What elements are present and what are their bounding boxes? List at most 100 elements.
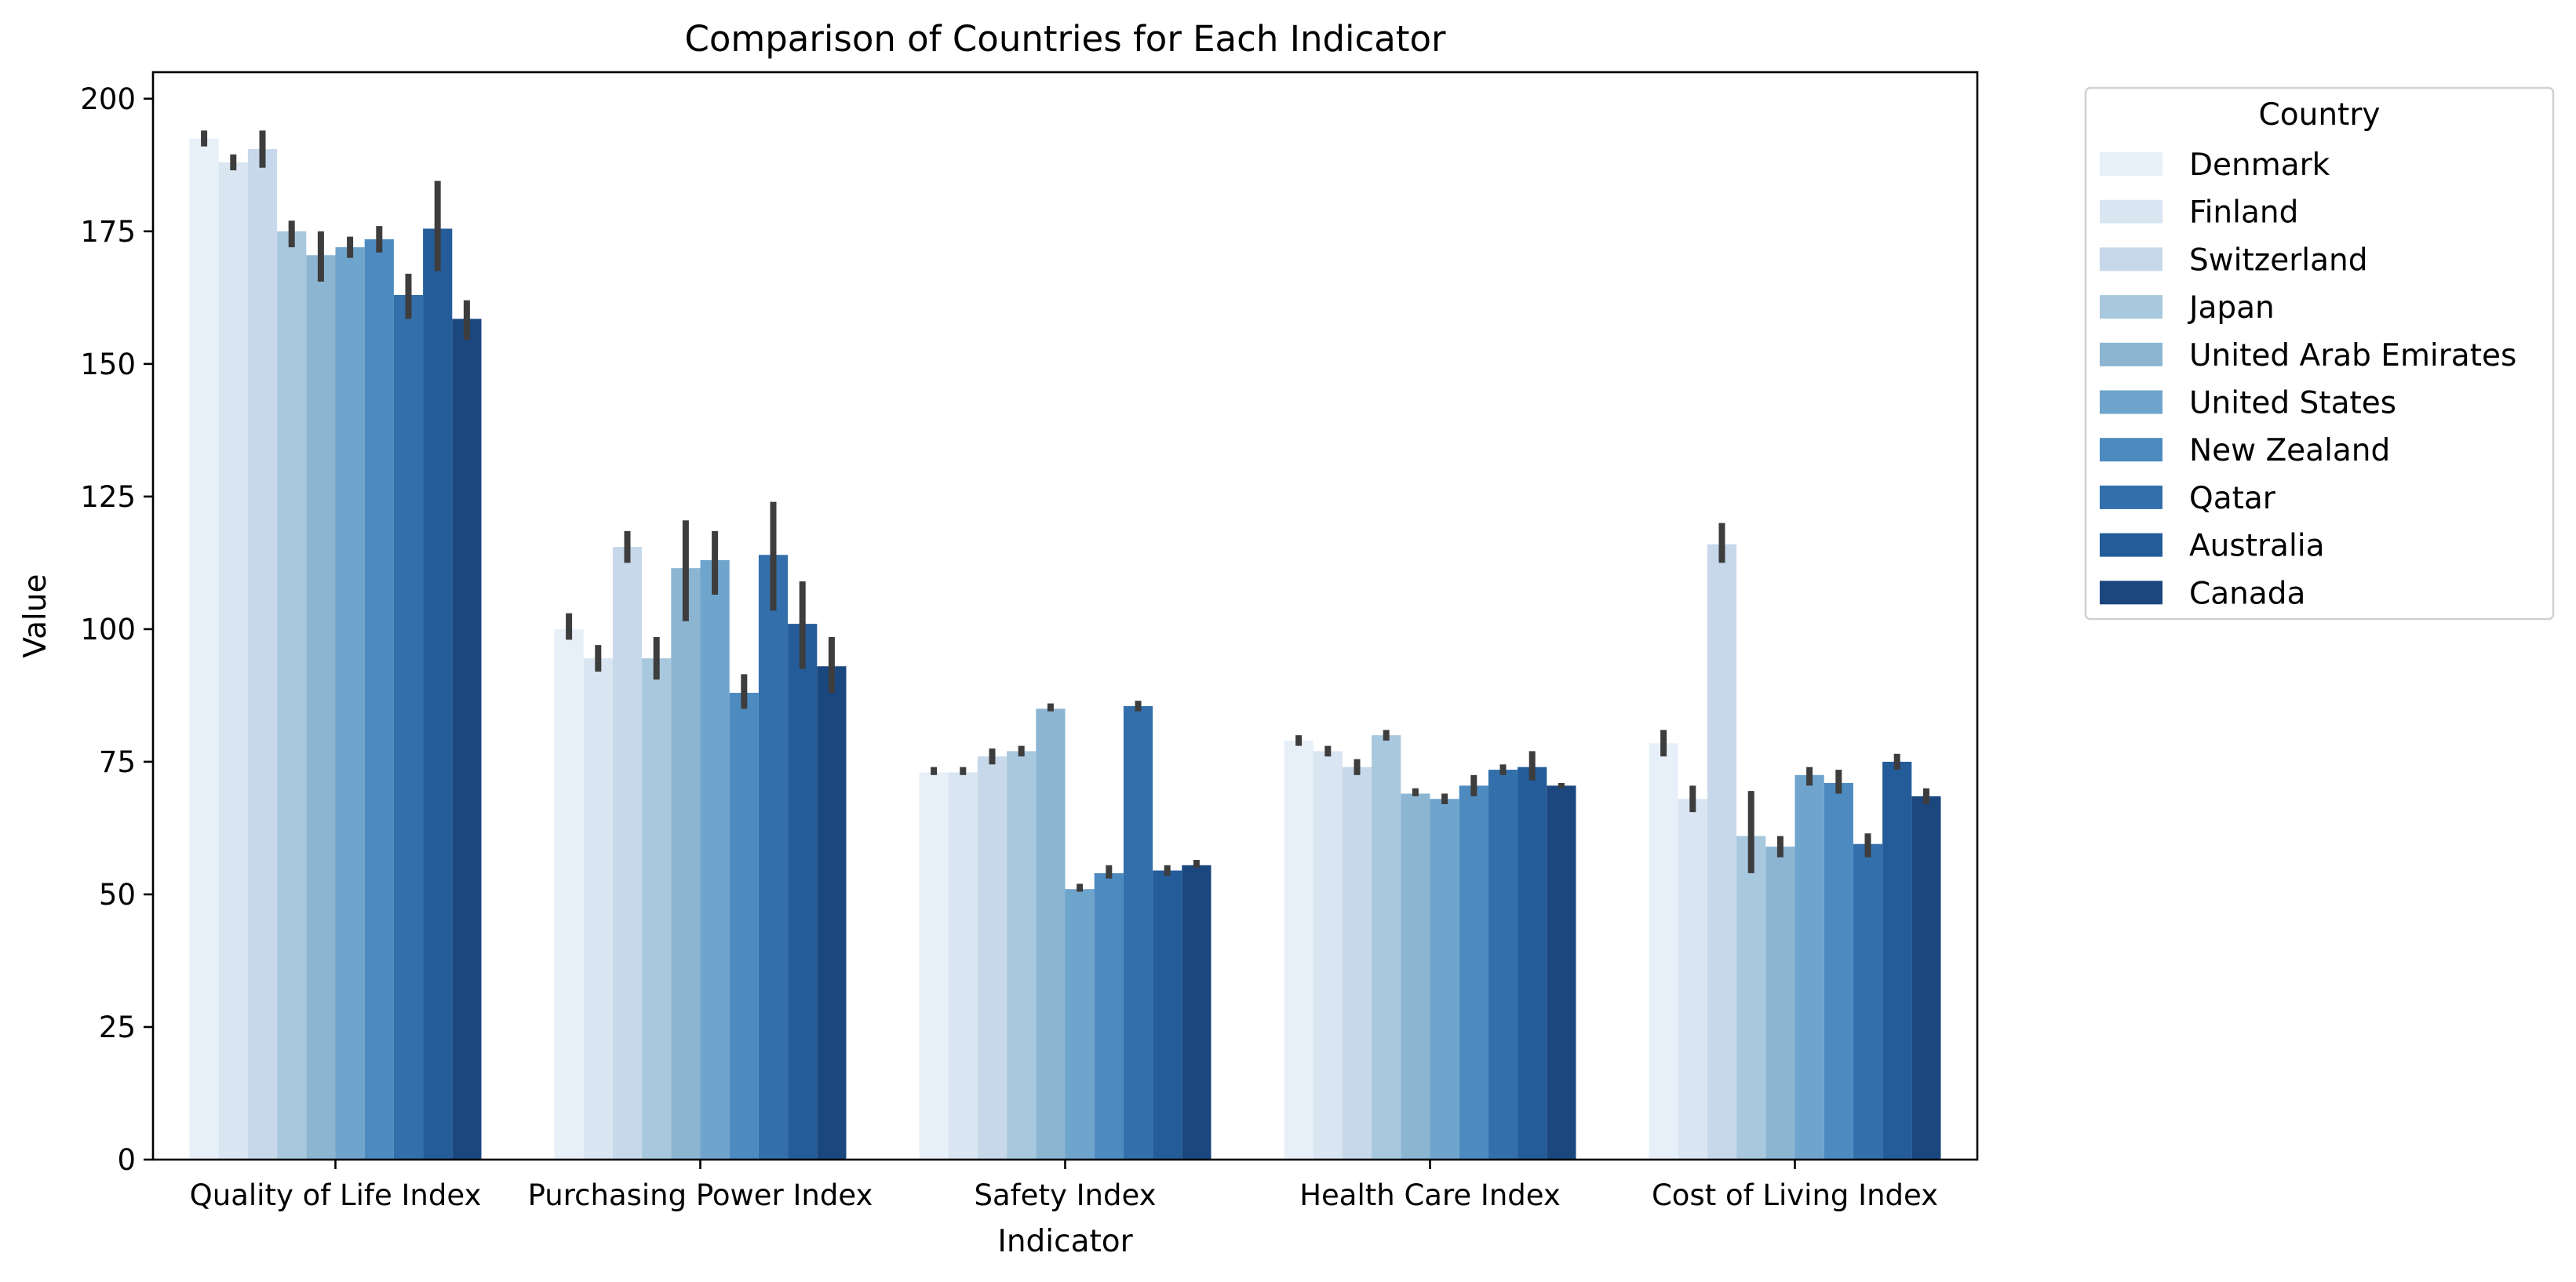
legend-label: Australia [2189,529,2325,564]
bar [1649,743,1678,1160]
legend-label: Denmark [2189,148,2330,183]
bar [977,756,1007,1160]
bar [1372,735,1401,1160]
legend-label: Japan [2187,290,2275,326]
x-tick-label: Cost of Living Index [1652,1178,1938,1212]
y-tick-label: 125 [80,480,136,514]
legend-label: New Zealand [2189,433,2390,468]
y-tick-label: 25 [99,1011,136,1044]
y-axis-label: Value [18,574,53,657]
legend-swatch [2100,342,2162,366]
bar [1313,751,1343,1160]
legend-label: Switzerland [2189,242,2368,278]
legend-swatch [2100,438,2162,462]
bar [1065,889,1095,1160]
y-tick-label: 100 [80,613,136,646]
bar [1284,740,1314,1160]
legend-item: Finland [2100,195,2298,231]
bar [306,255,336,1160]
bar [919,772,949,1160]
legend-title: Country [2259,97,2381,133]
legend-swatch [2100,199,2162,224]
x-tick-label: Quality of Life Index [190,1178,482,1212]
x-axis-label: Indicator [997,1224,1133,1259]
bar [1342,767,1372,1160]
legend-item: Canada [2100,576,2305,611]
bar [1794,774,1824,1160]
bar [671,568,701,1160]
x-axis: Quality of Life Index Purchasing Power In… [190,1160,1938,1212]
y-tick-label: 75 [99,745,136,779]
bar [1488,770,1518,1160]
bar [758,555,789,1160]
bar [1007,751,1037,1160]
legend-label: Canada [2189,576,2305,611]
bar [452,319,482,1160]
bar [1459,785,1488,1160]
bar [1678,799,1707,1160]
bar [1182,865,1211,1160]
legend-item: United States [2100,386,2396,421]
bar [817,666,847,1160]
bar [1707,544,1737,1160]
legend-swatch [2100,390,2162,414]
bar [583,658,613,1160]
legend: Country Denmark Finland Switzerland Japan Un… [2084,86,2555,621]
plot-area [189,130,1941,1160]
bar [189,138,219,1160]
y-tick-label: 50 [99,878,136,912]
legend-label: Qatar [2189,481,2276,516]
legend-swatch [2100,295,2162,319]
legend-item: Qatar [2100,481,2276,516]
bar [1736,836,1766,1160]
bar [277,231,307,1160]
bar [1518,767,1547,1160]
bar [642,658,672,1160]
legend-swatch [2100,152,2162,176]
bar [423,228,453,1160]
bar [1401,793,1430,1160]
y-axis: 0 25 50 75 100 125 150 175 200 [80,82,153,1177]
bar [1094,872,1124,1160]
bar [1765,847,1795,1160]
bar [1911,796,1941,1160]
y-tick-label: 0 [117,1143,136,1177]
legend-label: United States [2189,386,2396,421]
legend-swatch [2100,533,2162,557]
legend-item: New Zealand [2100,433,2390,468]
bar [700,560,730,1160]
legend-items: Denmark Finland Switzerland Japan United Ara… [2100,148,2516,611]
legend-item: Australia [2100,529,2325,564]
x-tick-label: Health Care Index [1299,1178,1561,1212]
bar [948,772,978,1160]
bar [1153,870,1182,1160]
bar [1824,782,1853,1160]
bar [335,247,365,1160]
bar [612,547,643,1160]
x-tick-label: Safety Index [975,1178,1157,1212]
bar [393,294,424,1160]
legend-item: Denmark [2100,148,2330,183]
bar [1547,785,1576,1160]
legend-item: Switzerland [2100,242,2368,278]
bar [788,624,818,1160]
legend-box [2084,86,2555,621]
legend-swatch [2100,485,2162,509]
bar [1036,708,1066,1160]
legend-swatch [2100,581,2162,605]
legend-item: United Arab Emirates [2100,338,2516,373]
bar [1123,705,1153,1160]
legend-label: Finland [2189,195,2298,231]
legend-swatch [2100,247,2162,271]
bar [1430,799,1459,1160]
bar [364,239,394,1160]
bar [729,693,759,1160]
bar [1882,761,1912,1160]
bar [247,149,278,1160]
bar [1853,843,1883,1160]
legend-item: Japan [2100,290,2275,326]
axes-frame [151,71,1979,1161]
y-tick-label: 150 [80,348,136,381]
y-tick-label: 200 [80,82,136,116]
